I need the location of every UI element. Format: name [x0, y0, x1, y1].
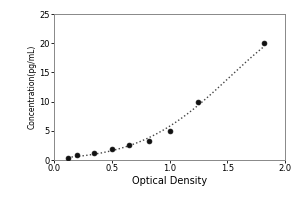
X-axis label: Optical Density: Optical Density	[132, 176, 207, 186]
Y-axis label: Concentration(pg/mL): Concentration(pg/mL)	[28, 45, 37, 129]
